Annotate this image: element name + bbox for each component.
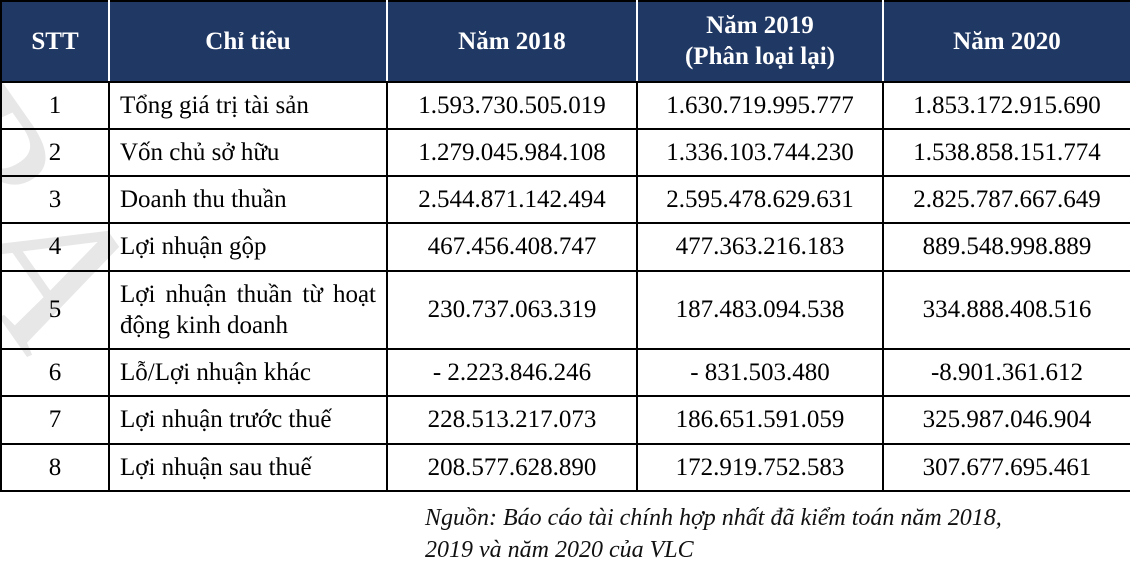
table-row: 5 Lợi nhuận thuần từ hoạt động kinh doan…: [0, 269, 1130, 350]
row-value-2020: 307.677.695.461: [882, 442, 1130, 492]
col-header-2019-line1: Năm 2019: [706, 12, 814, 39]
row-label: Tổng giá trị tài sản: [108, 80, 388, 130]
row-label: Doanh thu thuần: [108, 174, 388, 225]
source-note-line2: 2019 và năm 2020 của VLC: [425, 537, 694, 564]
row-value-2019: 187.483.094.538: [636, 269, 884, 350]
row-value-2019: 2.595.478.629.631: [636, 174, 884, 225]
row-stt: 7: [0, 395, 110, 445]
row-stt: 2: [0, 127, 110, 178]
table-row: 8 Lợi nhuận sau thuế 208.577.628.890 172…: [0, 442, 1130, 492]
row-value-2019: 1.336.103.744.230: [636, 127, 884, 178]
table-row: 3 Doanh thu thuần 2.544.871.142.494 2.59…: [0, 174, 1130, 225]
col-header-2020: Năm 2020: [882, 0, 1130, 83]
table-row: 2 Vốn chủ sở hữu 1.279.045.984.108 1.336…: [0, 127, 1130, 178]
row-value-2020: -8.901.361.612: [882, 347, 1130, 398]
row-value-2018: 230.737.063.319: [386, 269, 638, 350]
row-stt: 8: [0, 442, 110, 492]
row-label: Lợi nhuận gộp: [108, 222, 388, 272]
table-row: 7 Lợi nhuận trước thuế 228.513.217.073 1…: [0, 395, 1130, 445]
table-body: 1 Tổng giá trị tài sản 1.593.730.505.019…: [0, 80, 1130, 492]
row-value-2018: 228.513.217.073: [386, 395, 638, 445]
row-value-2020: 889.548.998.889: [882, 222, 1130, 272]
source-note-line1: Nguồn: Báo cáo tài chính hợp nhất đã kiể…: [425, 504, 1002, 531]
source-note: Nguồn: Báo cáo tài chính hợp nhất đã kiể…: [425, 502, 1130, 566]
row-stt: 3: [0, 174, 110, 225]
row-value-2018: 1.593.730.505.019: [386, 80, 638, 130]
row-value-2020: 325.987.046.904: [882, 395, 1130, 445]
row-value-2019: - 831.503.480: [636, 347, 884, 398]
financial-summary-table: STT Chỉ tiêu Năm 2018 Năm 2019 (Phân loạ…: [0, 0, 1130, 492]
col-header-criteria: Chỉ tiêu: [108, 0, 388, 83]
row-value-2018: 208.577.628.890: [386, 442, 638, 492]
table-row: 1 Tổng giá trị tài sản 1.593.730.505.019…: [0, 80, 1130, 130]
row-label: Lợi nhuận trước thuế: [108, 395, 388, 445]
row-value-2018: 467.456.408.747: [386, 222, 638, 272]
table-row: 6 Lỗ/Lợi nhuận khác - 2.223.846.246 - 83…: [0, 347, 1130, 398]
row-stt: 6: [0, 347, 110, 398]
row-label: Lợi nhuận sau thuế: [108, 442, 388, 492]
row-value-2018: 1.279.045.984.108: [386, 127, 638, 178]
row-value-2018: - 2.223.846.246: [386, 347, 638, 398]
row-value-2020: 2.825.787.667.649: [882, 174, 1130, 225]
row-value-2019: 1.630.719.995.777: [636, 80, 884, 130]
table-row: 4 Lợi nhuận gộp 467.456.408.747 477.363.…: [0, 222, 1130, 272]
col-header-stt: STT: [0, 0, 110, 83]
row-value-2018: 2.544.871.142.494: [386, 174, 638, 225]
row-value-2020: 334.888.408.516: [882, 269, 1130, 350]
row-stt: 5: [0, 269, 110, 350]
col-header-2019-line2: (Phân loại lại): [684, 43, 835, 71]
row-value-2020: 1.538.858.151.774: [882, 127, 1130, 178]
row-label: Lỗ/Lợi nhuận khác: [108, 347, 388, 398]
col-header-2019: Năm 2019 (Phân loại lại): [636, 0, 884, 83]
row-stt: 4: [0, 222, 110, 272]
row-label: Lợi nhuận thuần từ hoạt động kinh doanh: [108, 269, 388, 350]
row-value-2020: 1.853.172.915.690: [882, 80, 1130, 130]
table-header: STT Chỉ tiêu Năm 2018 Năm 2019 (Phân loạ…: [0, 0, 1130, 83]
header-row: STT Chỉ tiêu Năm 2018 Năm 2019 (Phân loạ…: [0, 0, 1130, 83]
row-value-2019: 186.651.591.059: [636, 395, 884, 445]
row-stt: 1: [0, 80, 110, 130]
row-value-2019: 172.919.752.583: [636, 442, 884, 492]
row-value-2019: 477.363.216.183: [636, 222, 884, 272]
row-label: Vốn chủ sở hữu: [108, 127, 388, 178]
col-header-2018: Năm 2018: [386, 0, 638, 83]
